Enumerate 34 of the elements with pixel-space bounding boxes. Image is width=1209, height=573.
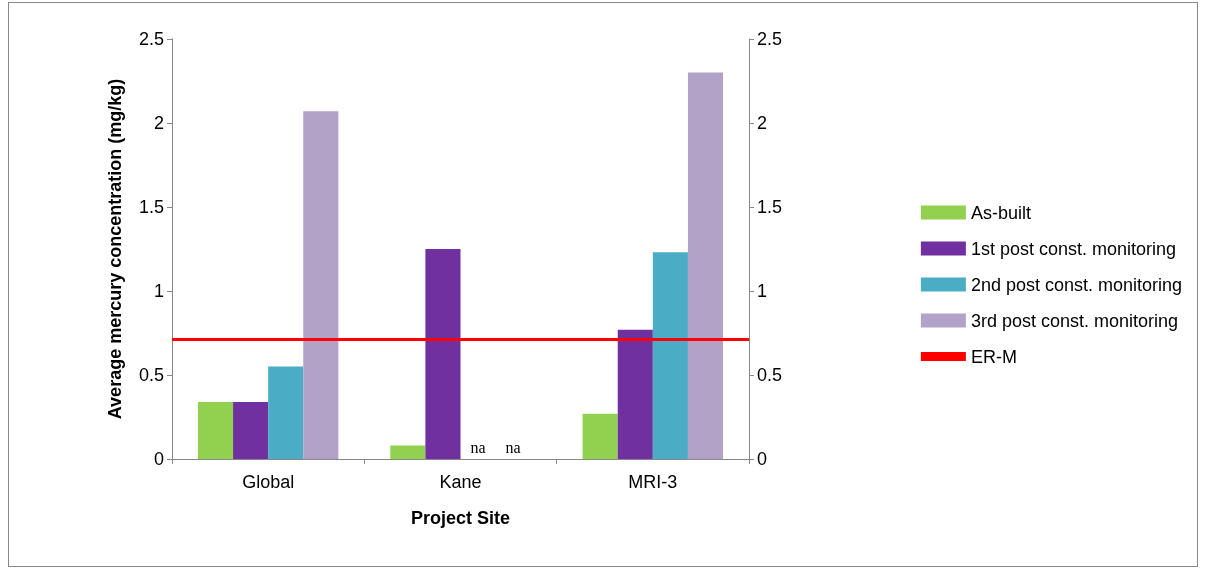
x-tick-label: MRI-3 [628,472,678,492]
y2-tick-label: 2 [757,113,768,133]
bar [652,252,688,459]
y2-tick-label: 1.5 [757,197,783,217]
bar [425,249,461,459]
bar [687,72,724,459]
y-tick-label: 2.5 [138,29,164,49]
y2-tick-label: 0.5 [757,365,783,385]
x-tick-label: Global [242,472,295,492]
bar [390,445,426,459]
legend-label: 3rd post const. monitoring [970,310,1178,331]
bar [303,111,339,459]
x-tick-label: Kane [439,472,482,492]
bar [197,401,234,459]
y-tick-label: 1.5 [138,197,164,217]
text: na [505,438,521,456]
text: na [470,438,486,456]
y2-tick-label: 1 [757,281,768,301]
y-tick-label: 0 [153,449,164,469]
y2-tick-label: 0 [757,449,768,469]
x-axis-title: Project Site [410,508,511,528]
bar [582,413,618,459]
bar [233,401,269,459]
y-tick-label: 1 [153,281,164,301]
y2-tick-label: 2.5 [757,29,783,49]
y-tick-label: 2 [153,113,164,133]
legend-label: ER-M [970,346,1017,367]
bar [268,366,304,459]
legend-label: 1st post const. monitoring [970,238,1176,259]
y-tick-label: 0.5 [138,365,164,385]
legend-label: As-built [970,202,1031,223]
bar [617,329,653,459]
legend-label: 2nd post const. monitoring [970,274,1182,295]
y-axis-title: Average mercury concentration (mg/kg) [105,78,125,420]
